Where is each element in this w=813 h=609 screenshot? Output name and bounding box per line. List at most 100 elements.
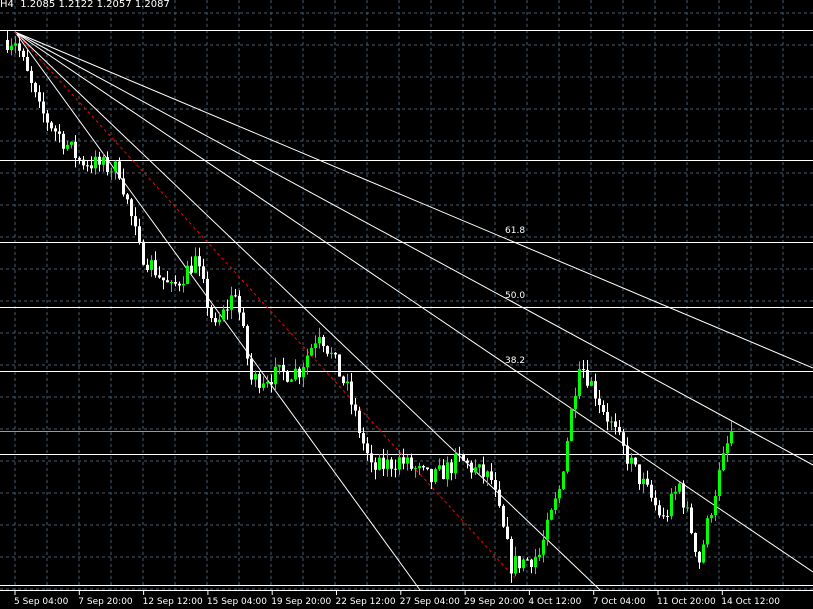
candle-body: [206, 278, 209, 308]
candle-body: [538, 554, 541, 558]
candle-body: [86, 165, 89, 167]
candle-body: [306, 355, 309, 368]
candle-body: [582, 369, 585, 371]
candle-body: [258, 374, 261, 388]
fib-fan-line: [14, 31, 813, 573]
ohlc-header: H4 1.2085 1.2122 1.2057 1.2087: [0, 0, 170, 10]
candle-body: [194, 256, 197, 273]
candle-body: [234, 295, 237, 297]
candle-body: [406, 457, 409, 464]
candle-body: [566, 440, 569, 472]
candle-body: [422, 466, 425, 468]
candle-body: [446, 462, 449, 480]
candle-body: [370, 453, 373, 463]
candle-body: [162, 277, 165, 281]
candle-body: [642, 478, 645, 485]
candle-body: [210, 307, 213, 319]
candle-body: [286, 371, 289, 382]
candle-body: [138, 226, 141, 242]
low-value: 1.2057: [96, 0, 132, 10]
candle-body: [698, 551, 701, 563]
candle-body: [54, 128, 57, 132]
candle-body: [534, 557, 537, 567]
candle-body: [730, 431, 733, 444]
candle-body: [154, 260, 157, 276]
symbol-timeframe: H4: [0, 0, 14, 10]
candle-body: [218, 319, 221, 323]
candle-body: [366, 443, 369, 454]
candle-body: [266, 381, 269, 384]
candle-body: [546, 519, 549, 540]
candle-body: [362, 433, 365, 444]
candle-body: [586, 369, 589, 386]
candle-body: [66, 144, 69, 149]
candle-body: [526, 559, 529, 561]
candle-body: [74, 141, 77, 159]
candle-body: [458, 453, 461, 455]
candle-body: [62, 133, 65, 149]
candle-body: [382, 457, 385, 469]
candle-body: [626, 445, 629, 464]
candle-body: [694, 533, 697, 552]
candle-body: [646, 478, 649, 485]
candle-body: [290, 379, 293, 382]
candle-body: [314, 343, 317, 349]
x-tick-label: 22 Sep 12:00: [335, 597, 396, 607]
candle-body: [442, 465, 445, 480]
candle-body: [378, 457, 381, 470]
candle-body: [98, 156, 101, 165]
candle-body: [394, 468, 397, 470]
x-tick-label: 14 Oct 12:00: [721, 597, 780, 607]
candle-body: [670, 493, 673, 517]
fib-fan-line: [14, 31, 601, 591]
candle-body: [114, 161, 117, 172]
candle-body: [402, 457, 405, 464]
candle-body: [486, 471, 489, 477]
candle-body: [38, 92, 41, 102]
candle-body: [514, 556, 517, 574]
candle-body: [706, 518, 709, 545]
candle-body: [518, 556, 521, 569]
candle-body: [298, 368, 301, 378]
candle-body: [202, 266, 205, 279]
candle-body: [650, 484, 653, 498]
candle-body: [78, 158, 81, 160]
candle-body: [418, 466, 421, 469]
candle-body: [94, 156, 97, 169]
candle-body: [294, 368, 297, 380]
candle-body: [702, 544, 705, 563]
candle-body: [658, 505, 661, 516]
candle-body: [618, 426, 621, 433]
fib-fan-line: [14, 31, 421, 591]
candle-body: [58, 131, 61, 134]
candle-body: [574, 395, 577, 410]
candle-body: [594, 381, 597, 399]
candle-body: [30, 70, 33, 83]
candle-body: [274, 366, 277, 385]
candle-body: [130, 199, 133, 217]
x-tick-label: 19 Sep 20:00: [271, 597, 332, 607]
candle-body: [102, 157, 105, 165]
candle-body: [470, 462, 473, 473]
candle-body: [338, 354, 341, 377]
candle-body: [622, 432, 625, 446]
candle-body: [390, 459, 393, 469]
candle-body: [222, 309, 225, 320]
candle-body: [438, 465, 441, 470]
candle-body: [554, 498, 557, 510]
candle-body: [190, 265, 193, 273]
fan-level-label: 38.2: [505, 356, 525, 366]
candle-body: [474, 467, 477, 473]
candle-body: [122, 178, 125, 195]
candle-body: [722, 453, 725, 471]
candle-body: [602, 405, 605, 412]
candle-body: [110, 171, 113, 173]
candle-body: [126, 194, 129, 200]
candle-body: [10, 45, 13, 50]
candle-body: [330, 352, 333, 354]
candle-body: [690, 507, 693, 534]
candle-body: [170, 281, 173, 283]
candle-body: [522, 559, 525, 569]
